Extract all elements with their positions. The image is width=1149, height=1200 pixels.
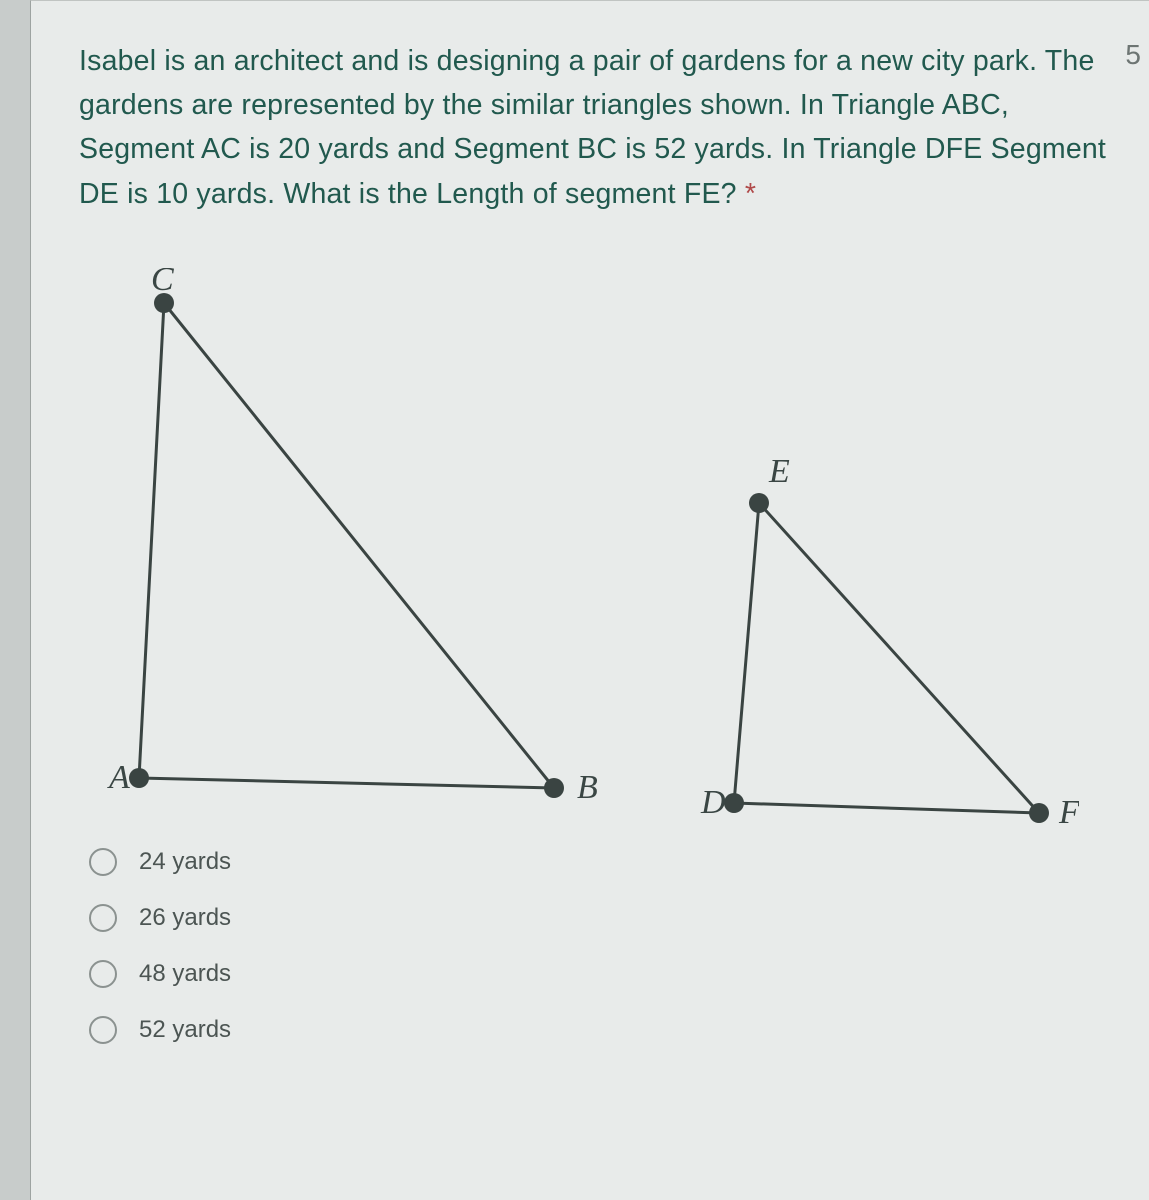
option-label: 48 yards (139, 960, 231, 988)
triangles-figure: C A B E D F (79, 268, 1079, 828)
triangle-abc: C A B (107, 268, 598, 806)
option-label: 26 yards (139, 904, 231, 932)
option-4[interactable]: 52 yards (89, 1016, 1149, 1044)
question-body: Isabel is an architect and is designing … (79, 45, 1106, 210)
option-3[interactable]: 48 yards (89, 960, 1149, 988)
radio-icon (89, 960, 117, 988)
svg-text:F: F (1058, 794, 1079, 828)
svg-text:C: C (151, 268, 174, 298)
svg-text:E: E (768, 453, 790, 490)
triangle-dfe: E D F (700, 453, 1079, 828)
answer-options: 24 yards 26 yards 48 yards 52 yards (79, 848, 1149, 1044)
radio-icon (89, 904, 117, 932)
svg-text:B: B (577, 769, 598, 806)
radio-icon (89, 848, 117, 876)
svg-text:D: D (700, 784, 726, 821)
option-label: 52 yards (139, 1016, 231, 1044)
question-card: 5 Isabel is an architect and is designin… (30, 0, 1149, 1200)
question-text: Isabel is an architect and is designing … (79, 39, 1149, 216)
svg-text:A: A (107, 759, 130, 796)
option-label: 24 yards (139, 848, 231, 876)
required-asterisk: * (745, 178, 756, 210)
radio-icon (89, 1016, 117, 1044)
points-badge: 5 (1125, 39, 1141, 71)
option-1[interactable]: 24 yards (89, 848, 1149, 876)
triangles-svg: C A B E D F (79, 268, 1079, 828)
option-2[interactable]: 26 yards (89, 904, 1149, 932)
